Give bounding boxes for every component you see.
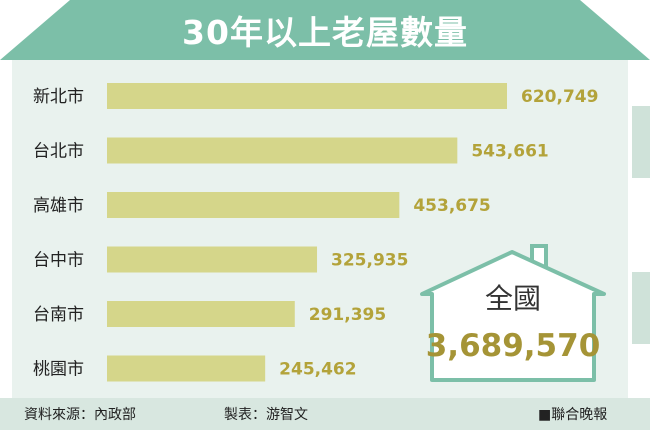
window-lower-pane xyxy=(632,272,650,344)
roof xyxy=(0,0,650,60)
value-label: 245,462 xyxy=(279,360,356,380)
value-label: 453,675 xyxy=(413,196,490,216)
category-label: 新北市 xyxy=(33,87,84,107)
category-label: 高雄市 xyxy=(33,196,84,216)
value-label: 620,749 xyxy=(521,87,598,107)
bar xyxy=(107,246,318,273)
publisher-credit: ■聯合晚報 xyxy=(538,407,607,423)
total-value: 3,689,570 xyxy=(426,328,601,364)
category-label: 台南市 xyxy=(33,305,84,325)
bar xyxy=(107,301,295,327)
total-badge: 全國 3,689,570 xyxy=(420,244,606,382)
bar xyxy=(107,83,507,109)
window-upper-pane xyxy=(632,106,650,178)
category-label: 桃園市 xyxy=(33,360,84,380)
bar xyxy=(107,137,458,164)
chart-title: 30年以上老屋數量 xyxy=(182,13,468,52)
total-label: 全國 xyxy=(485,282,541,315)
bar-group: 新北市 620,749 台北市 543,661 高雄市 453,675 台中市 325,935… xyxy=(33,83,598,382)
category-label: 台北市 xyxy=(33,142,84,162)
value-label: 543,661 xyxy=(471,142,548,162)
category-label: 台中市 xyxy=(33,251,84,271)
source-credit: 資料來源：內政部 xyxy=(24,407,136,423)
maker-credit: 製表：游智文 xyxy=(224,407,308,423)
bar xyxy=(107,192,400,218)
bar xyxy=(107,355,266,382)
value-label: 325,935 xyxy=(331,251,408,271)
footer-bar xyxy=(0,398,650,430)
value-label: 291,395 xyxy=(309,305,386,325)
total-house-outline xyxy=(420,250,606,382)
